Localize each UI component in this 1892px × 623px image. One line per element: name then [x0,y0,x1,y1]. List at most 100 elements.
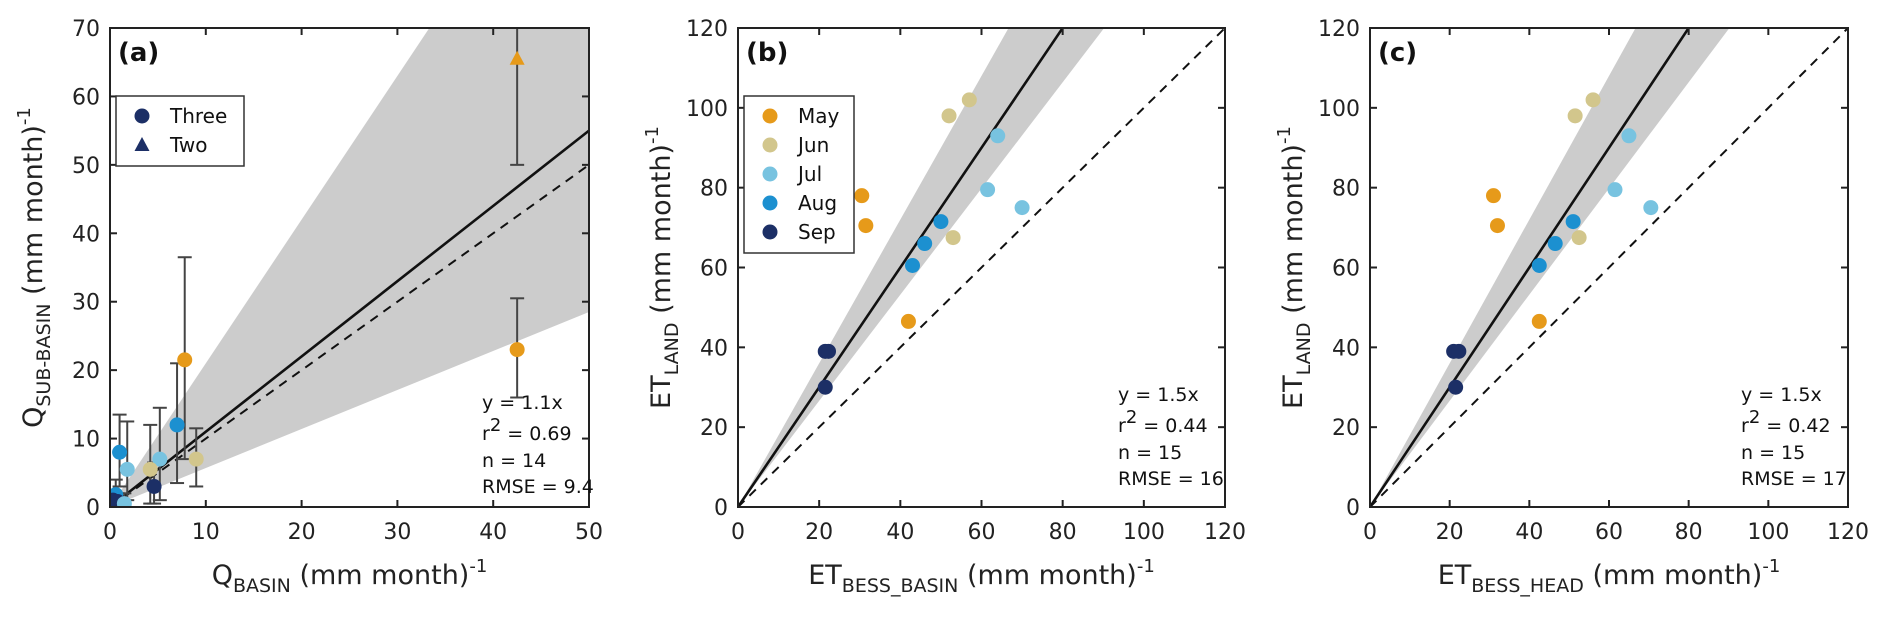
y-tick-label: 60 [1332,257,1360,282]
legend-marker [762,195,778,211]
y-tick-label: 120 [686,17,728,42]
x-tick-label: 120 [1827,520,1869,545]
data-point [188,451,204,467]
stat-r2: r2 = 0.69 [482,415,572,445]
label-part: -1 [642,126,663,144]
label-part: -1 [1762,556,1780,577]
label-part: -1 [1137,556,1155,577]
label-part: r [482,423,490,445]
confidence-band [110,28,589,507]
y-axis-label: QSUB-BASIN (mm month)-1 [14,107,55,428]
data-point [933,214,949,230]
data-point [854,188,870,204]
y-tick-label: 10 [72,428,100,453]
stat-r2: r2 = 0.42 [1741,407,1831,437]
label-part: ET [1438,560,1472,591]
y-tick-label: 0 [86,496,100,521]
label-part: ET [646,375,677,409]
legend-marker [762,137,778,153]
data-point [142,461,158,477]
x-tick-label: 20 [1436,520,1464,545]
data-point [1451,343,1467,359]
data-point [119,461,135,477]
legend-marker [762,224,778,240]
x-tick-label: 30 [383,520,411,545]
data-point [917,236,933,252]
data-point [961,92,977,108]
legend: Three Two [115,95,245,167]
data-point [509,50,525,65]
confidence-band [738,28,1105,507]
data-point [1531,313,1547,329]
x-tick-label: 120 [1204,520,1246,545]
plot-area [1370,28,1848,507]
data-point [941,108,957,124]
stat-equation: y = 1.5x [1741,384,1822,406]
legend-label: Jul [796,162,822,186]
label-part: (mm month) [646,144,677,322]
y-tick-label: 40 [1332,336,1360,361]
one-to-one-line [110,164,589,507]
data-point [1621,128,1637,144]
y-tick-label: 80 [1332,177,1360,202]
x-tick-label: 20 [288,520,316,545]
legend: May Jun Jul Aug Sep [743,95,855,254]
stat-n: n = 14 [482,450,546,472]
data-point [1489,218,1505,234]
data-point [112,444,128,460]
label-part: -1 [14,107,35,125]
plot-area [738,28,1225,507]
data-point [821,343,837,359]
data-point [817,379,833,395]
y-tick-label: 40 [700,336,728,361]
data-point [1485,188,1501,204]
data-point [1448,379,1464,395]
x-tick-label: 100 [1747,520,1789,545]
one-to-one-line [1370,28,1848,507]
data-point [1565,214,1581,230]
stat-n: n = 15 [1118,442,1182,464]
x-tick-label: 40 [886,520,914,545]
y-tick-label: 120 [1318,17,1360,42]
axes-box [109,27,590,508]
label-part: -1 [469,556,487,577]
y-axis-label: ETLAND (mm month)-1 [1274,126,1315,409]
label-part: -1 [1274,126,1295,144]
x-tick-label: 80 [1049,520,1077,545]
y-tick-label: 70 [72,17,100,42]
y-tick-label: 80 [700,177,728,202]
data-point [990,128,1006,144]
panel-label: (a) [118,38,159,68]
x-axis-label: ETBESS_BASIN (mm month)-1 [808,556,1155,597]
label-part: ET [1278,375,1309,409]
label-part: 2 [1126,407,1137,428]
data-point [1607,182,1623,198]
legend-marker [762,166,778,182]
data-point [1014,200,1030,216]
panel-label: (b) [746,38,788,68]
y-tick-label: 20 [1332,416,1360,441]
label-part: r [1741,415,1749,437]
x-tick-label: 40 [1515,520,1543,545]
stat-rmse: RMSE = 17 [1741,468,1847,490]
label-part: BESS_BASIN [842,575,959,597]
stat-rmse: RMSE = 16 [1118,468,1224,490]
data-point [1643,200,1659,216]
x-tick-label: 10 [192,520,220,545]
label-part: (mm month) [1278,144,1309,322]
data-point [116,496,132,507]
x-tick-label: 0 [1363,520,1377,545]
x-tick-label: 50 [575,520,603,545]
data-point [1571,230,1587,246]
x-tick-label: 40 [479,520,507,545]
data-point [146,478,162,494]
stat-equation: y = 1.5x [1118,384,1199,406]
data-point [1585,92,1601,108]
label-part: r [1118,415,1126,437]
label-part: LAND [1293,322,1315,375]
legend-label: Three [169,104,227,128]
y-axis-label: ETLAND (mm month)-1 [642,126,683,409]
y-tick-label: 0 [1346,496,1360,521]
